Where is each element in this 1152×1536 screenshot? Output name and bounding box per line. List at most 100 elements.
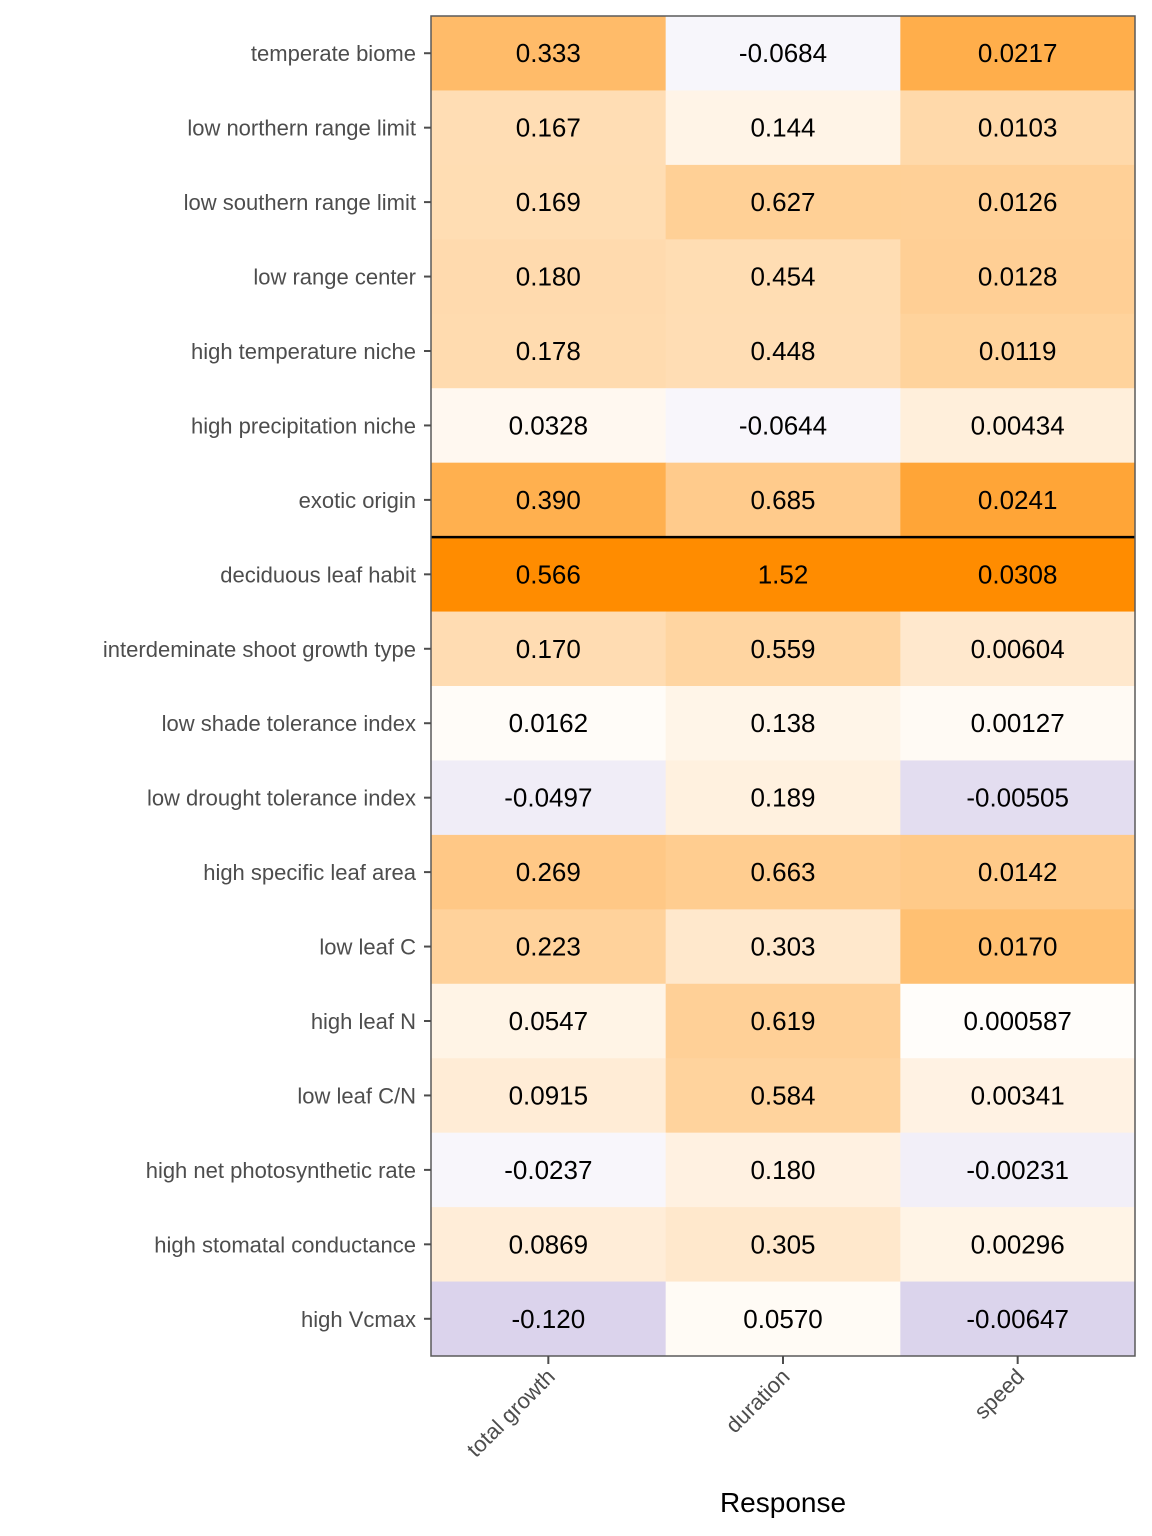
cell-value-label: 0.0869 [509, 1229, 589, 1259]
heatmap-cell [900, 1132, 1136, 1208]
heatmap-cell [900, 1207, 1136, 1283]
cell-value-label: 0.144 [750, 113, 815, 143]
y-tick-label: high Vcmax [301, 1307, 416, 1332]
heatmap-cell [900, 16, 1136, 91]
cell-value-label: 0.305 [750, 1229, 815, 1259]
heatmap-cell [665, 983, 901, 1059]
x-axis-title: Response [720, 1487, 846, 1518]
cell-value-label: 0.00434 [971, 410, 1065, 440]
cell-value-label: 0.180 [750, 1155, 815, 1185]
heatmap-cell [431, 983, 667, 1059]
heatmap-cell [900, 462, 1136, 538]
y-tick-label: exotic origin [299, 488, 416, 513]
cell-value-label: 0.627 [750, 187, 815, 217]
cell-value-label: 0.223 [516, 932, 581, 962]
y-tick-label: high leaf N [311, 1009, 416, 1034]
heatmap-cell [431, 164, 667, 240]
heatmap-cell [665, 388, 901, 464]
cell-value-label: 0.000587 [963, 1006, 1071, 1036]
heatmap-cell [900, 909, 1136, 985]
y-tick-label: high temperature niche [191, 339, 416, 364]
heatmap-cell [431, 760, 667, 836]
cell-value-label: -0.0237 [504, 1155, 592, 1185]
cell-value-label: -0.00505 [966, 783, 1069, 813]
heatmap-cell [431, 1207, 667, 1283]
cell-value-label: 0.0119 [979, 336, 1057, 366]
heatmap-cell [900, 388, 1136, 464]
cell-value-label: 0.0915 [509, 1080, 589, 1110]
heatmap-cell [900, 686, 1136, 761]
cell-value-label: 0.390 [516, 485, 581, 515]
cell-value-label: -0.0497 [504, 783, 592, 813]
y-tick-label: high stomatal conductance [154, 1232, 416, 1257]
heatmap-cell [665, 90, 901, 166]
cell-value-label: 0.663 [750, 857, 815, 887]
heatmap-cell [665, 313, 901, 389]
cell-value-label: 0.0162 [509, 708, 589, 738]
heatmap-cell [431, 611, 667, 687]
cell-value-label: 0.0103 [978, 113, 1058, 143]
cell-value-label: 0.566 [516, 559, 581, 589]
heatmap-cell [431, 537, 667, 613]
heatmap-cell [431, 90, 667, 166]
cell-value-label: 0.0547 [509, 1006, 589, 1036]
cell-value-label: 0.0217 [978, 38, 1058, 68]
heatmap-cell [665, 1132, 901, 1208]
cell-value-label: 0.00296 [971, 1229, 1065, 1259]
cell-value-label: -0.0644 [739, 410, 827, 440]
y-tick-label: high specific leaf area [203, 860, 417, 885]
cell-value-label: 0.454 [750, 262, 815, 292]
x-tick-label: duration [721, 1364, 795, 1438]
y-tick-label: high net photosynthetic rate [146, 1158, 416, 1183]
heatmap-cell [431, 313, 667, 389]
heatmap-cell [900, 834, 1136, 910]
cell-value-label: 0.448 [750, 336, 815, 366]
cell-value-label: 0.619 [750, 1006, 815, 1036]
heatmap-cell [665, 834, 901, 910]
cell-value-label: -0.0684 [739, 38, 827, 68]
heatmap-cell [431, 834, 667, 910]
heatmap-cell [431, 1058, 667, 1134]
heatmap-cell [900, 760, 1136, 836]
heatmap-cell [665, 760, 901, 836]
cell-value-label: 0.169 [516, 187, 581, 217]
heatmap-cell [665, 164, 901, 240]
cell-value-label: 0.559 [750, 634, 815, 664]
cell-value-label: 0.0570 [743, 1304, 823, 1334]
heatmap-cell [665, 686, 901, 761]
heatmap-cell [900, 1058, 1136, 1134]
heatmap-cell [431, 388, 667, 464]
heatmap-cell [665, 537, 901, 613]
y-axis: temperate biome low northern range limit l… [103, 41, 431, 1332]
heatmap-cell [665, 239, 901, 315]
cell-value-label: 0.333 [516, 38, 581, 68]
cell-value-label: 0.0128 [978, 262, 1058, 292]
cell-value-label: 0.0328 [509, 410, 589, 440]
cell-value-label: 0.0170 [978, 932, 1058, 962]
cell-value-label: 0.180 [516, 262, 581, 292]
y-tick-label: high precipitation niche [191, 413, 416, 438]
cell-value-label: 0.170 [516, 634, 581, 664]
cell-value-label: 1.52 [758, 559, 809, 589]
y-tick-label: low shade tolerance index [162, 711, 416, 736]
cell-value-label: 0.584 [750, 1080, 815, 1110]
y-tick-label: low drought tolerance index [147, 786, 416, 811]
cell-value-label: 0.0241 [978, 485, 1058, 515]
y-tick-label: interdeminate shoot growth type [103, 637, 416, 662]
heatmap-cell [900, 1281, 1136, 1357]
y-tick-label: low range center [253, 265, 416, 290]
cell-value-label: 0.685 [750, 485, 815, 515]
y-tick-label: deciduous leaf habit [220, 562, 416, 587]
heatmap-cell [665, 16, 901, 91]
cell-value-label: 0.167 [516, 113, 581, 143]
heatmap-cell [431, 1281, 667, 1357]
cell-value-label: -0.00647 [966, 1304, 1069, 1334]
y-tick-label: temperate biome [251, 41, 416, 66]
cell-value-label: 0.0308 [978, 559, 1058, 589]
heatmap-cell [665, 611, 901, 687]
cell-value-label: 0.0142 [978, 857, 1058, 887]
heatmap-cell [431, 909, 667, 985]
y-tick-label: low northern range limit [187, 116, 416, 141]
cell-value-label: 0.269 [516, 857, 581, 887]
cell-value-label: -0.120 [511, 1304, 585, 1334]
